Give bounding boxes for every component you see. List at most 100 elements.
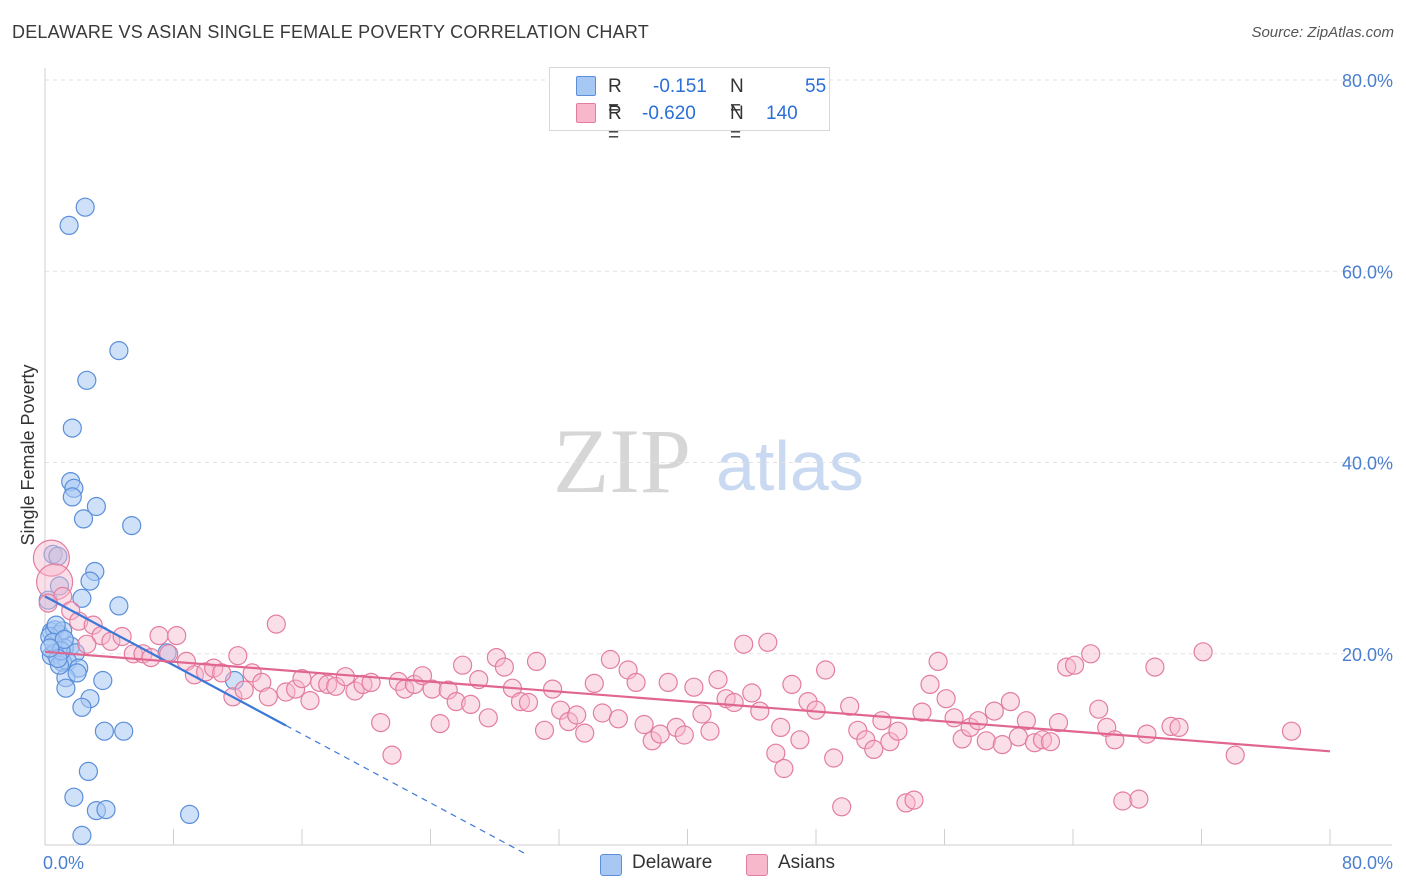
point-asians [1064, 655, 1085, 675]
point-asians [984, 701, 1004, 721]
point-delaware [78, 761, 99, 782]
point-asians [888, 721, 908, 741]
point-asians [388, 671, 408, 692]
point-asians [1081, 644, 1101, 664]
point-delaware [72, 825, 92, 846]
point-delaware [62, 418, 82, 438]
y-axis-label: Single Female Poverty [18, 364, 38, 545]
point-asians [1032, 730, 1053, 750]
y-tick-label: 20.0% [1342, 645, 1393, 665]
legend: R = -0.151 N = 55 R = -0.620 N = 140 [549, 67, 830, 146]
bottom-legend-swatch-delaware [600, 854, 622, 876]
point-asians [968, 711, 988, 731]
watermark-zip: ZIP [553, 410, 691, 512]
point-asians [1137, 724, 1157, 744]
point-asians [1281, 721, 1302, 741]
point-asians [234, 680, 254, 700]
legend-r-label: R = [608, 103, 622, 146]
point-asians [1040, 732, 1061, 752]
point-asians [542, 679, 563, 699]
watermark: ZIP atlas [553, 410, 864, 512]
point-asians [1016, 711, 1037, 731]
point-asians [286, 679, 306, 699]
trend-lines [44, 595, 1331, 856]
bottom-legend-swatch-asians [746, 854, 768, 876]
point-asians [872, 711, 892, 731]
point-asians [1129, 789, 1149, 809]
point-asians [650, 724, 670, 744]
point-asians [642, 731, 662, 751]
point-asians [692, 704, 712, 724]
point-asians [1048, 712, 1069, 733]
tick-labels: 20.0% 40.0% 60.0% 80.0% 0.0% 80.0% [43, 71, 1393, 873]
point-asians [912, 702, 932, 722]
point-asians [258, 687, 278, 707]
point-asians [700, 721, 720, 741]
bottom-legend-label-asians: Asians [778, 852, 836, 873]
x-tick-label-min: 0.0% [43, 853, 84, 873]
legend-n-value-delaware: 55 [805, 76, 827, 97]
point-asians [666, 717, 686, 738]
point-asians [38, 593, 58, 613]
point-asians [1008, 727, 1029, 747]
point-delaware [93, 670, 113, 691]
point-asians [318, 674, 338, 695]
watermark-atlas: atlas [716, 427, 864, 505]
point-asians [976, 731, 996, 751]
point-asians [790, 730, 810, 750]
point-asians [518, 692, 539, 713]
point-delaware [59, 215, 79, 235]
point-asians [300, 690, 320, 711]
series-delaware [38, 197, 245, 846]
source-label: Source: ZipAtlas.com [1251, 24, 1394, 41]
legend-swatch-delaware [576, 76, 596, 96]
point-asians [758, 632, 778, 652]
point-asians [774, 758, 794, 779]
point-asians [592, 703, 613, 723]
point-delaware [114, 721, 134, 741]
y-tick-label: 60.0% [1342, 262, 1393, 282]
point-delaware [64, 787, 84, 807]
point-asians [461, 694, 481, 715]
point-asians [920, 674, 940, 695]
point-asians [904, 790, 924, 810]
point-delaware [180, 804, 200, 825]
point-asians [510, 691, 531, 712]
point-asians [928, 651, 948, 672]
point-asians [266, 614, 286, 634]
point-delaware [73, 509, 94, 529]
point-asians [864, 739, 884, 760]
point-asians [1089, 699, 1109, 719]
point-asians [1145, 657, 1165, 677]
point-delaware [67, 663, 87, 683]
point-asians [1113, 791, 1133, 811]
point-asians [936, 689, 956, 709]
point-asians [345, 681, 365, 701]
point-delaware [48, 546, 68, 566]
point-asians [815, 660, 836, 680]
point-asians [766, 743, 786, 763]
point-asians [742, 683, 762, 703]
point-delaware [56, 678, 76, 698]
point-asians [840, 696, 860, 716]
point-delaware [72, 588, 92, 608]
point-asians [750, 701, 770, 721]
point-asians [782, 674, 802, 695]
point-asians [446, 691, 466, 712]
point-asians [32, 539, 71, 577]
point-delaware [62, 487, 82, 507]
point-asians [1000, 691, 1021, 712]
point-delaware [122, 515, 142, 536]
point-asians [944, 708, 964, 728]
point-asians [1193, 642, 1213, 662]
point-delaware [75, 197, 95, 217]
point-asians [608, 709, 629, 729]
point-asians [382, 745, 402, 765]
point-asians [228, 646, 248, 666]
point-delaware [49, 576, 70, 596]
point-asians [422, 679, 442, 699]
point-delaware [109, 596, 129, 616]
legend-r-value-delaware: -0.151 [653, 76, 707, 97]
point-asians [684, 677, 704, 697]
point-asians [674, 725, 694, 745]
